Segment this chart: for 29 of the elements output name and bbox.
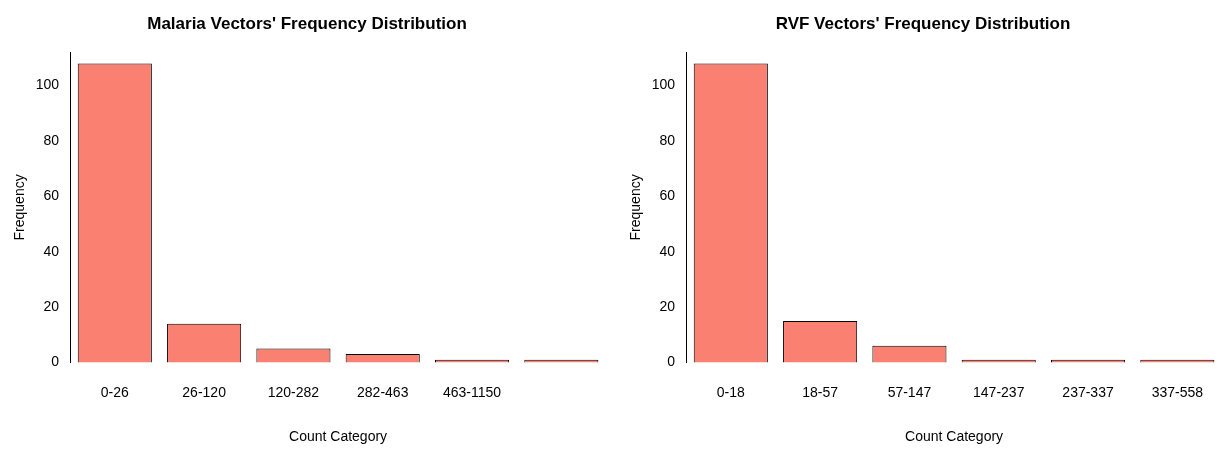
- y-tick-label: 20: [43, 297, 60, 314]
- x-tick-label: 463-1150: [442, 383, 502, 400]
- x-tick-label: 282-463: [357, 383, 409, 400]
- y-tick-label: 100: [651, 76, 676, 93]
- x-axis-title: Count Category: [905, 428, 1004, 445]
- y-axis-title: Frequency: [627, 174, 644, 241]
- x-tick-label: 18-57: [802, 383, 839, 400]
- y-tick-label: 60: [659, 187, 676, 204]
- x-tick-label: 0-26: [100, 383, 130, 400]
- y-axis-title: Frequency: [11, 174, 28, 241]
- chart-title: Malaria Vectors' Frequency Distribution: [147, 13, 467, 33]
- y-tick-label: 0: [667, 353, 676, 370]
- chart-title: RVF Vectors' Frequency Distribution: [775, 13, 1071, 33]
- y-tick-label: 40: [43, 242, 60, 259]
- x-tick-label: 337-558: [1151, 383, 1204, 400]
- y-tick-label: 60: [43, 187, 60, 204]
- x-tick-label: 120-282: [267, 383, 320, 400]
- x-tick-label: 237-337: [1062, 383, 1114, 400]
- x-tick-label: 57-147: [887, 383, 932, 400]
- x-tick-label: 26-120: [182, 383, 227, 400]
- y-tick-label: 20: [659, 297, 676, 314]
- y-tick-label: 100: [35, 76, 60, 93]
- y-tick-label: 80: [659, 131, 676, 148]
- x-tick-label: 147-237: [973, 383, 1025, 400]
- y-tick-label: 80: [43, 131, 60, 148]
- y-tick-label: 0: [51, 353, 60, 370]
- y-tick-label: 40: [659, 242, 676, 259]
- x-axis-title: Count Category: [289, 428, 388, 445]
- x-tick-label: 0-18: [716, 383, 746, 400]
